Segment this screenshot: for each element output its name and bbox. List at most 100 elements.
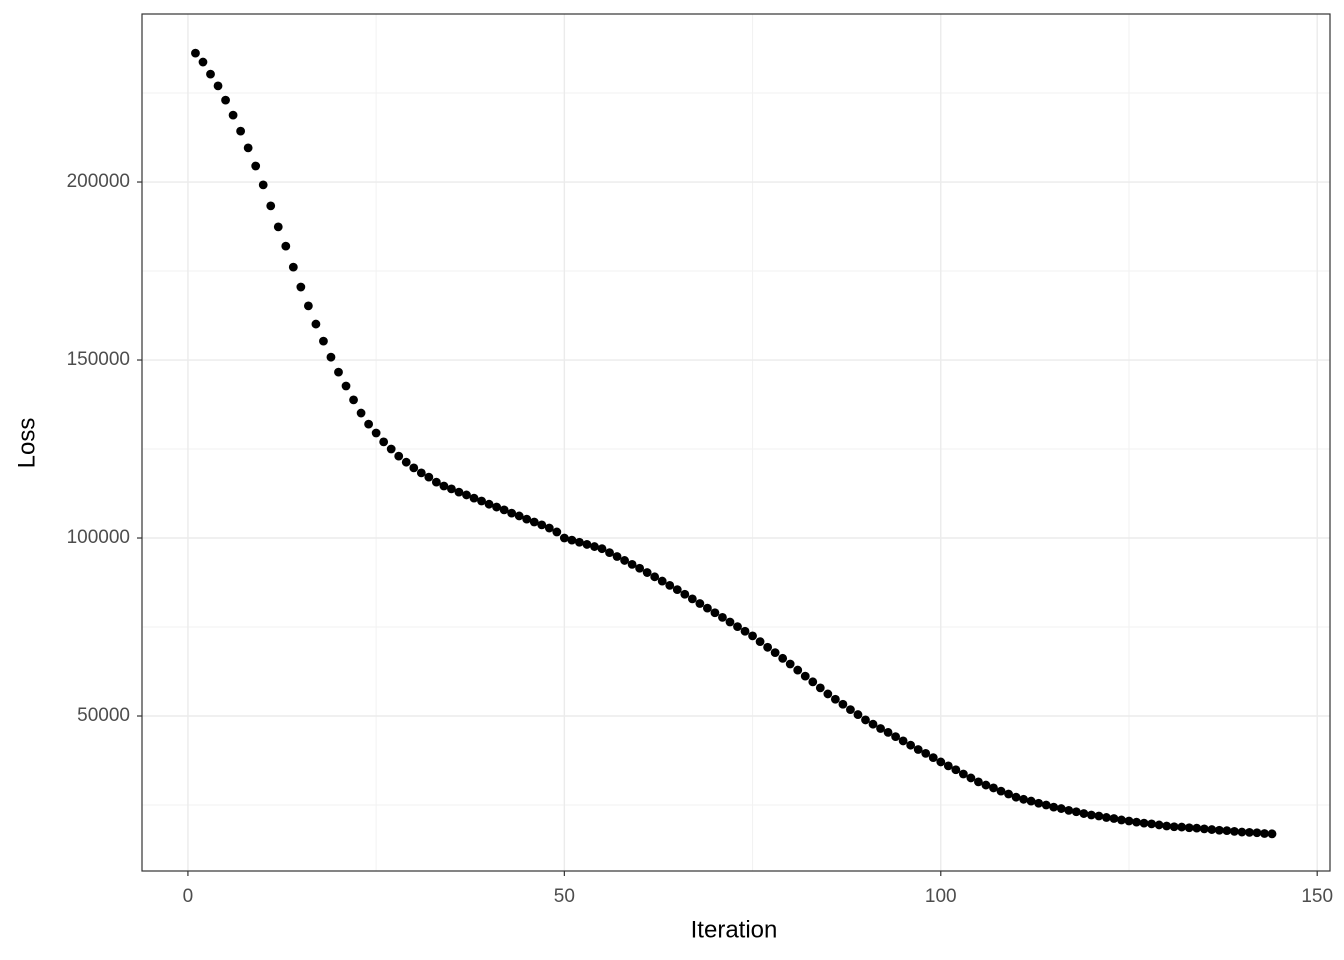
- point: [431, 477, 441, 487]
- point: [951, 765, 961, 775]
- point: [943, 761, 953, 771]
- point: [891, 732, 901, 742]
- point: [1064, 805, 1074, 815]
- point: [650, 572, 660, 582]
- point: [898, 736, 908, 746]
- point: [319, 336, 328, 346]
- point: [853, 710, 863, 719]
- point: [499, 505, 509, 515]
- y-axis-title: Loss: [13, 418, 40, 469]
- point: [544, 523, 554, 533]
- point: [273, 222, 283, 232]
- point: [1192, 823, 1202, 833]
- point: [770, 648, 780, 658]
- point: [575, 537, 584, 547]
- point: [296, 282, 306, 292]
- point: [868, 719, 878, 729]
- point: [687, 594, 697, 604]
- point: [356, 408, 366, 418]
- point: [326, 352, 336, 362]
- point: [213, 81, 223, 91]
- points: [191, 48, 1277, 839]
- point: [266, 201, 276, 211]
- point: [1056, 804, 1066, 813]
- point: [808, 677, 818, 687]
- x-axis-title: Iteration: [691, 916, 778, 943]
- point: [334, 367, 343, 377]
- point: [1132, 817, 1141, 827]
- y-tick-label: 100000: [67, 527, 130, 548]
- point: [409, 463, 419, 473]
- point: [861, 715, 870, 725]
- point: [710, 608, 720, 618]
- point: [364, 419, 374, 429]
- point: [1169, 822, 1179, 832]
- point: [1094, 811, 1104, 821]
- point: [793, 665, 803, 675]
- point: [733, 622, 742, 632]
- point: [1041, 800, 1051, 810]
- point: [191, 48, 200, 58]
- point: [936, 757, 946, 767]
- y-tick-label: 50000: [77, 705, 130, 726]
- point: [1147, 819, 1156, 829]
- point: [221, 95, 230, 105]
- point: [1222, 826, 1232, 836]
- point: [1117, 815, 1126, 825]
- point: [928, 753, 938, 763]
- point: [763, 642, 773, 652]
- point: [800, 671, 810, 681]
- point: [981, 780, 991, 790]
- point: [492, 502, 501, 512]
- point: [1086, 810, 1096, 820]
- point: [590, 542, 599, 551]
- point: [228, 110, 238, 120]
- point: [537, 520, 547, 530]
- point: [1267, 829, 1277, 839]
- point: [680, 589, 690, 599]
- point: [876, 724, 885, 733]
- point: [303, 301, 313, 311]
- point: [989, 783, 998, 793]
- point: [725, 617, 735, 627]
- point: [665, 580, 675, 590]
- point: [567, 535, 577, 545]
- point: [838, 699, 848, 709]
- point: [1079, 809, 1089, 818]
- point: [258, 180, 268, 190]
- point: [913, 745, 923, 754]
- point: [1214, 825, 1224, 835]
- point: [386, 444, 396, 454]
- point: [906, 740, 916, 750]
- point: [620, 556, 629, 565]
- point: [718, 612, 727, 622]
- point: [1207, 825, 1217, 834]
- point: [281, 241, 291, 251]
- point: [695, 599, 705, 608]
- point: [349, 395, 358, 405]
- point: [778, 653, 788, 663]
- point: [1177, 822, 1187, 832]
- point: [672, 585, 682, 595]
- point: [1011, 792, 1021, 802]
- point: [823, 689, 833, 699]
- point: [341, 381, 351, 391]
- point: [559, 533, 569, 543]
- y-tick-label: 200000: [67, 171, 130, 192]
- point: [785, 659, 795, 669]
- point: [1162, 821, 1172, 831]
- point: [883, 727, 893, 737]
- point: [597, 544, 607, 554]
- point: [439, 481, 449, 491]
- point: [424, 472, 434, 482]
- point: [1139, 818, 1149, 828]
- point: [371, 428, 381, 438]
- point: [1245, 828, 1254, 837]
- y-tick-label: 150000: [67, 349, 130, 370]
- point: [1034, 798, 1044, 808]
- point: [1184, 823, 1194, 833]
- point: [311, 319, 321, 329]
- point: [1154, 820, 1164, 830]
- point: [379, 437, 389, 447]
